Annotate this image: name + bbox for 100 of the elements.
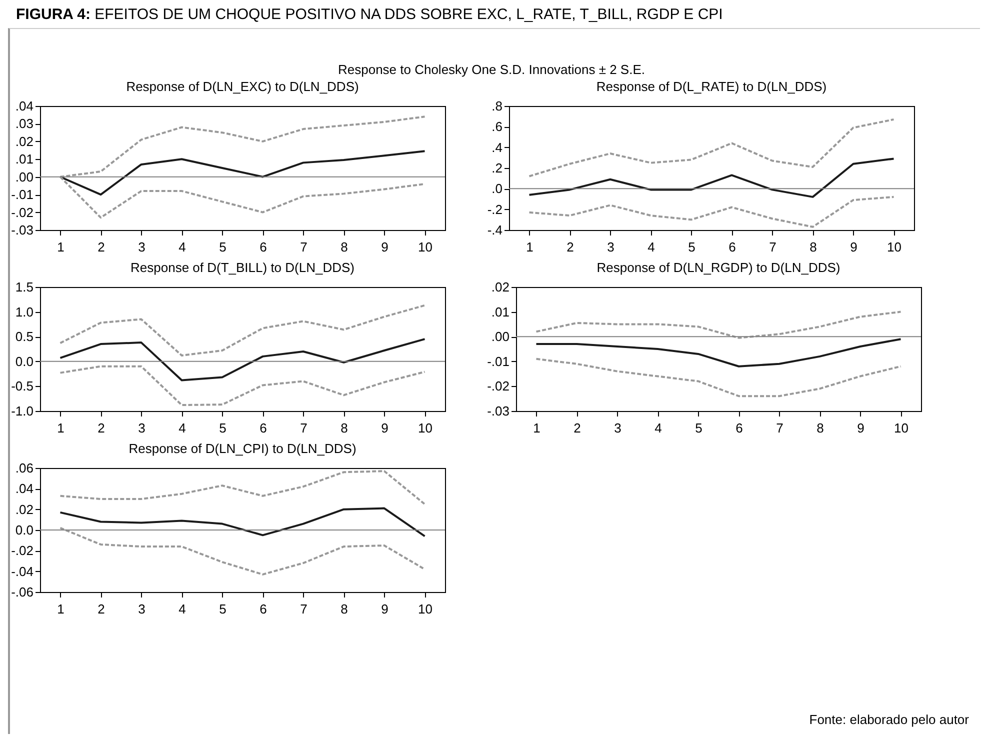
x-tick-label: 2 <box>574 420 581 436</box>
x-tick-label: 9 <box>381 602 388 616</box>
line-series <box>528 118 895 178</box>
x-tick-label: 6 <box>728 240 736 254</box>
line-series <box>59 365 426 406</box>
y-tick-label: .2 <box>492 160 502 176</box>
line-series <box>528 158 895 198</box>
text: Response to Cholesky One S.D. Innovations ± 2 S.E. <box>336 62 646 77</box>
x-tick-label: 9 <box>850 240 858 254</box>
y-tick-label: -.03 <box>11 222 34 238</box>
x-tick-label: 3 <box>138 420 146 436</box>
x-tick-label: 1 <box>533 420 540 436</box>
chart-title: Response of D(LN_CPI) to D(LN_DDS) <box>128 441 356 456</box>
source-note: Fonte: elaborado pelo autor <box>809 712 969 727</box>
y-tick-label: .04 <box>15 98 34 114</box>
chart-title: Response of D(L_RATE) to D(LN_DDS) <box>596 79 827 94</box>
x-tick-label: 1 <box>526 240 534 254</box>
x-tick-label: 5 <box>695 420 702 436</box>
line-series <box>59 304 426 356</box>
x-tick-label: 7 <box>776 420 784 436</box>
x-tick-label: 7 <box>300 602 308 616</box>
x-tick-label: 3 <box>614 420 622 436</box>
x-tick-label: 10 <box>887 240 902 254</box>
y-tick-label: -.4 <box>487 222 502 238</box>
chart-title: Response of D(LN_EXC) to D(LN_DDS) <box>126 79 359 94</box>
y-tick-label: .00 <box>491 329 510 344</box>
line-series <box>59 470 426 506</box>
line-series <box>535 338 902 368</box>
y-tick-label: .06 <box>15 460 34 476</box>
line-series <box>535 358 902 398</box>
x-tick-label: 9 <box>381 240 388 254</box>
x-tick-label: 1 <box>57 602 64 616</box>
x-tick-label: 9 <box>857 420 864 436</box>
x-tick-label: 9 <box>381 420 388 436</box>
y-tick-label: -.2 <box>487 202 502 217</box>
y-tick-label: .00 <box>15 169 34 184</box>
x-tick-label: 6 <box>260 240 267 254</box>
y-tick-label: .01 <box>491 304 510 320</box>
chart-title: Response of D(LN_RGDP) to D(LN_DDS) <box>596 260 840 275</box>
y-tick-label: -.04 <box>11 564 34 579</box>
x-tick-label: 4 <box>178 420 186 436</box>
line-series <box>528 196 895 228</box>
x-tick-label: 10 <box>894 420 908 436</box>
x-tick-label: 3 <box>607 240 614 254</box>
y-tick-label: .01 <box>15 152 34 167</box>
x-tick-label: 10 <box>418 420 432 436</box>
y-tick-label: -.01 <box>487 354 510 369</box>
x-tick-label: 5 <box>219 420 226 436</box>
y-tick-label: .02 <box>15 134 34 149</box>
x-tick-label: 4 <box>648 240 655 254</box>
y-tick-label: -.02 <box>11 543 34 558</box>
line-series <box>59 338 426 382</box>
x-tick-label: 4 <box>178 240 186 254</box>
line-series <box>59 150 426 196</box>
x-tick-label: 3 <box>138 602 146 616</box>
y-tick-label: -.06 <box>11 584 34 600</box>
x-tick-label: 3 <box>138 240 146 254</box>
y-tick-label: -1.0 <box>11 404 34 418</box>
x-tick-label: 6 <box>736 420 743 436</box>
x-tick-label: 8 <box>340 420 348 436</box>
y-tick-label: -.02 <box>11 204 34 220</box>
y-tick-label: .8 <box>492 98 502 114</box>
x-tick-label: 7 <box>300 240 308 254</box>
y-tick-label: 1.0 <box>15 304 34 320</box>
y-tick-label: -.02 <box>487 378 510 394</box>
x-tick-label: 7 <box>769 240 776 254</box>
x-tick-label: 10 <box>418 602 432 616</box>
x-tick-label: 4 <box>178 602 186 616</box>
x-tick-label: 8 <box>340 602 348 616</box>
x-tick-label: 5 <box>219 240 226 254</box>
y-tick-label: .4 <box>492 140 502 155</box>
x-tick-label: 1 <box>57 240 64 254</box>
x-tick-label: 8 <box>816 420 824 436</box>
x-tick-label: 2 <box>98 602 105 616</box>
x-tick-label: 8 <box>340 240 348 254</box>
y-tick-label: -.03 <box>487 404 510 418</box>
y-tick-label: 0.0 <box>15 354 34 369</box>
line-series <box>59 526 426 576</box>
y-tick-label: 0.5 <box>15 329 34 344</box>
x-tick-label: 10 <box>418 240 432 254</box>
x-tick-label: 6 <box>260 602 267 616</box>
line-series <box>535 310 902 339</box>
x-tick-label: 2 <box>566 240 574 254</box>
x-tick-label: 2 <box>98 420 105 436</box>
y-tick-label: .03 <box>15 116 34 132</box>
line-series <box>59 507 426 538</box>
y-tick-label: .04 <box>15 481 34 496</box>
y-tick-label: -.01 <box>11 187 34 202</box>
x-tick-label: 6 <box>260 420 267 436</box>
text: FIGURA 4: EFEITOS DE UM CHOQUE POSITIVO NA DDS SOBRE EXC, L_RATE, T_BILL, RGDP E CPI <box>16 6 723 23</box>
y-tick-label: 1.5 <box>15 280 34 294</box>
x-tick-label: 1 <box>57 420 64 436</box>
x-tick-label: 4 <box>654 420 662 436</box>
y-tick-label: .02 <box>491 280 510 294</box>
y-tick-label: .6 <box>492 119 502 134</box>
chart-title: Response of D(T_BILL) to D(LN_DDS) <box>130 260 354 275</box>
x-tick-label: 5 <box>688 240 696 254</box>
x-tick-label: 2 <box>98 240 105 254</box>
y-tick-label: -0.5 <box>11 378 34 394</box>
x-tick-label: 7 <box>300 420 308 436</box>
